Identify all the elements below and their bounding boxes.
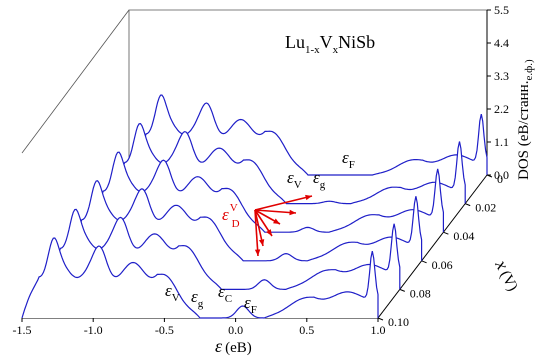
y-tick-label: 0 (497, 172, 503, 186)
z-tick-label: 4.4 (494, 36, 509, 50)
y-axis-label: x(V) (491, 256, 524, 294)
dos-curves (21, 94, 488, 319)
y-tick-label: 0.06 (432, 258, 453, 272)
donor-arrow (254, 195, 313, 211)
donor-arrowhead (289, 209, 296, 216)
back-ev-label: εV (287, 168, 302, 191)
y-tick-mark (421, 260, 427, 264)
donor-arrowhead (273, 218, 280, 224)
dos-series-line (21, 237, 379, 319)
z-tick-label: 1.1 (494, 135, 509, 149)
y-tick-mark (399, 288, 405, 292)
y-tick-label: 0.04 (453, 229, 474, 243)
y-tick-label: 0.10 (388, 315, 409, 329)
front-eg-label: εg (191, 287, 204, 310)
x-tick-label: -0.5 (155, 323, 174, 337)
tick-labels: -1.5 -1.0 -0.5 0.0 0.5 1.0 0.0 1.1 2.2 3.3 4.4 5.5 0… (13, 3, 510, 337)
z-tick-label: 0.0 (494, 168, 509, 182)
x-tick-label: 0.0 (228, 323, 243, 337)
y-tick-label: 0.02 (475, 201, 496, 215)
front-ec-label: εC (218, 282, 232, 305)
y-tick-mark (486, 174, 493, 178)
y-axis-line (377, 174, 488, 319)
front-ef-label: εF (244, 293, 257, 316)
back-ef-label: εF (342, 148, 355, 171)
donor-arrowhead (254, 249, 261, 256)
chart-formula: Lu1-xVxNiSb (285, 32, 375, 56)
front-ev-label: εV (165, 281, 180, 304)
x-tick-label: -1.0 (84, 323, 103, 337)
red-ed-label: εV D (222, 202, 240, 230)
z-tick-label: 2.2 (494, 102, 509, 116)
x-axis-label: ε (eB) (215, 336, 252, 356)
donor-arrowhead (258, 239, 265, 246)
donor-arrow (254, 209, 297, 214)
y-tick-mark (443, 231, 449, 235)
z-axis-label: DOS (eB/станн.е.ф.) (516, 59, 535, 180)
z-tick-label: 5.5 (494, 3, 509, 17)
donor-level-arrows (254, 194, 313, 257)
z-tick-label: 3.3 (494, 69, 509, 83)
x-tick-label: 1.0 (371, 323, 386, 337)
x-tick-label: -1.5 (13, 323, 32, 337)
y-tick-mark (377, 317, 384, 321)
left-top-edge (21, 9, 130, 154)
y-tick-label: 0.08 (410, 286, 431, 300)
donor-arrowhead (266, 229, 272, 236)
y-tick-mark (465, 203, 471, 207)
back-eg-label: εg (313, 168, 326, 191)
donor-arrowhead (305, 194, 312, 201)
x-tick-label: 0.5 (299, 323, 314, 337)
donor-arrow (254, 209, 259, 257)
